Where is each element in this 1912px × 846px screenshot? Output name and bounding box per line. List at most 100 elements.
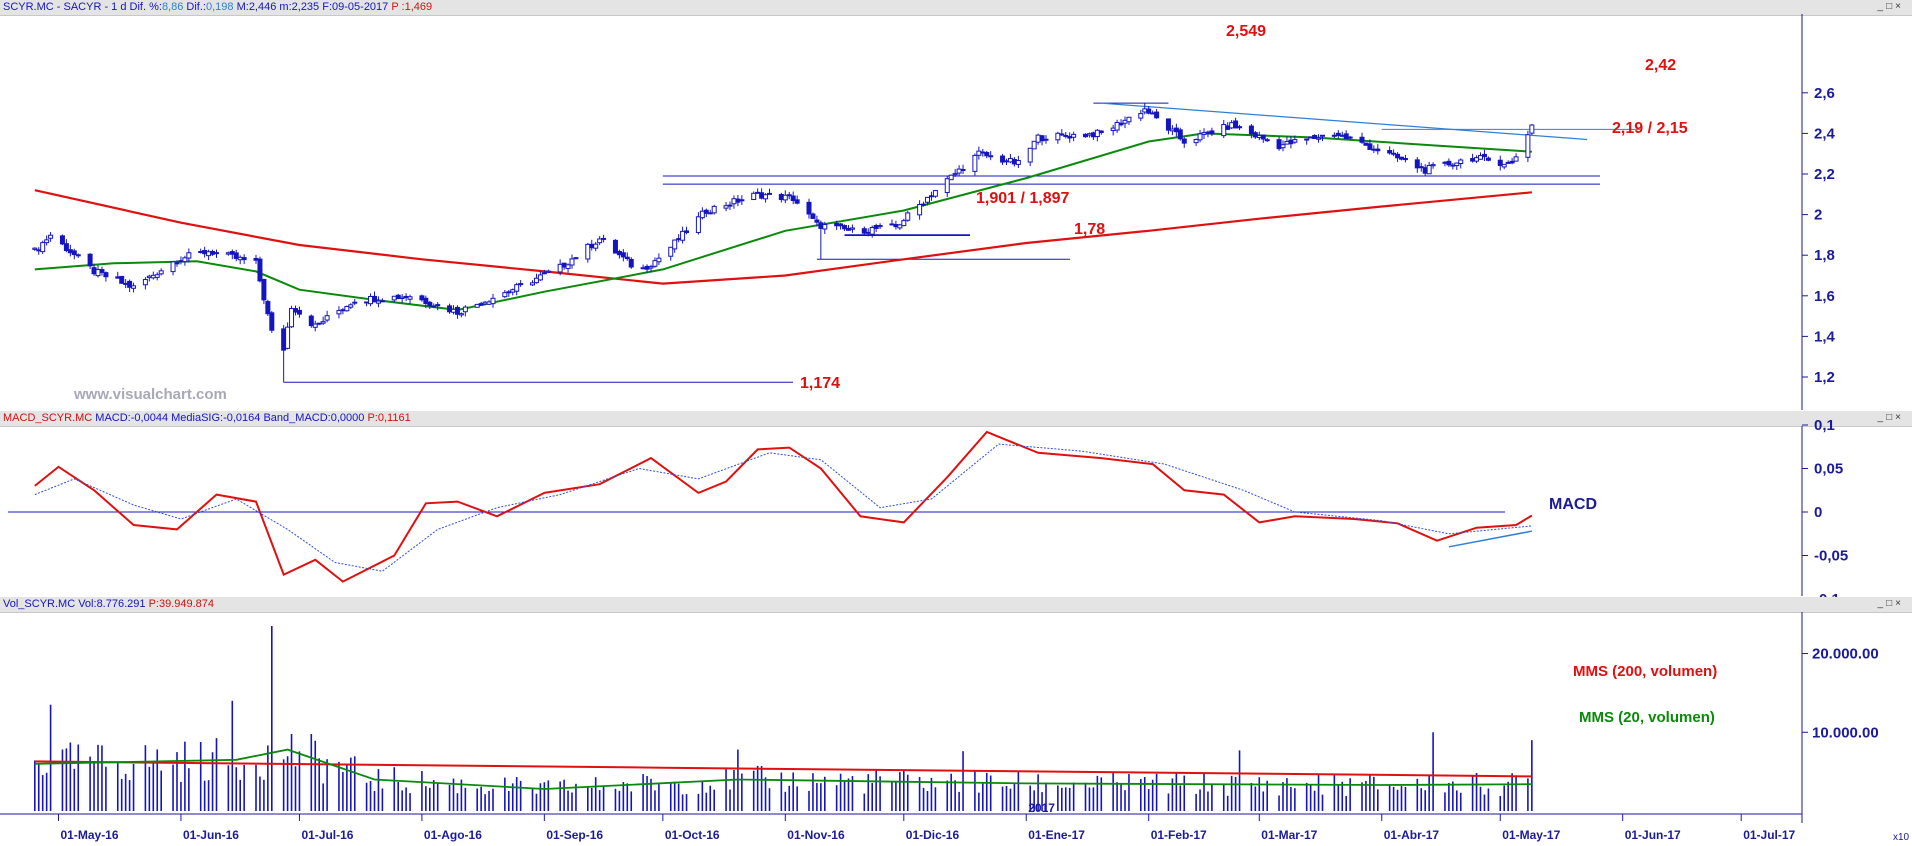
candle-body xyxy=(1118,122,1124,126)
candle-body xyxy=(889,223,895,226)
stat-label: P: xyxy=(367,412,378,424)
candle-body xyxy=(344,305,350,312)
candle-body xyxy=(1146,108,1152,114)
candle-body xyxy=(237,256,243,261)
candle-body xyxy=(1280,144,1286,149)
volume-chart: 20.000.00 10.000.00 MMS (200, volumen) MMS … xyxy=(0,612,1910,843)
candle-body xyxy=(146,275,152,279)
candle-body xyxy=(767,192,772,195)
candle-body xyxy=(225,252,231,255)
candle-body xyxy=(1201,132,1207,135)
candle-body xyxy=(482,301,488,305)
macd-support-trendline xyxy=(1448,530,1532,548)
candle-body xyxy=(336,310,342,315)
candle-body xyxy=(822,224,828,230)
date-tick-label: 01-Mar-17 xyxy=(1261,828,1317,842)
candle-body xyxy=(1229,122,1235,129)
candle-body xyxy=(202,249,208,255)
candle-body xyxy=(1485,157,1491,161)
candle-body xyxy=(988,155,994,158)
candle-body xyxy=(1114,121,1120,131)
price-tick-label: 2 xyxy=(1814,207,1822,224)
candle-body xyxy=(1165,118,1171,131)
candle-body xyxy=(561,262,567,268)
candle-body xyxy=(897,224,903,229)
candle-body xyxy=(1126,116,1132,123)
candle-body xyxy=(1169,128,1175,132)
stat-value: 8,86 xyxy=(161,1,184,13)
candle-body xyxy=(1015,159,1021,165)
candle-body xyxy=(474,303,480,308)
candle-body xyxy=(142,279,148,286)
candle-body xyxy=(1252,132,1258,138)
candle-body xyxy=(727,204,733,207)
candle-body xyxy=(601,237,607,240)
candle-body xyxy=(1035,134,1041,143)
candle-body xyxy=(1525,134,1531,158)
candle-body xyxy=(324,315,330,321)
candle-body xyxy=(59,235,65,245)
pane-window-controls[interactable]: _□× xyxy=(1877,1,1904,12)
candle-body xyxy=(680,230,686,241)
candle-body xyxy=(510,289,516,293)
annotation-1901-1897: 1,901 / 1,897 xyxy=(976,190,1070,207)
volume-ma20-line xyxy=(34,748,1532,790)
candle-body xyxy=(431,305,437,308)
candle-body xyxy=(1063,134,1069,137)
candle-body xyxy=(210,250,216,255)
candle-body xyxy=(928,195,934,198)
candle-body xyxy=(948,174,954,181)
candle-body xyxy=(1513,156,1519,162)
date-tick-label: 01-Ago-16 xyxy=(424,828,482,842)
candle-body xyxy=(514,284,520,292)
candle-body xyxy=(794,199,800,204)
candle-body xyxy=(1284,140,1290,145)
stat-label: M: xyxy=(236,1,249,13)
price-header-ticker: SCYR.MC - SACYR - 1 d xyxy=(3,1,127,13)
candle-body xyxy=(391,295,397,301)
candle-body xyxy=(1446,160,1452,166)
candle-body xyxy=(490,297,496,305)
pane-window-controls[interactable]: _□× xyxy=(1877,412,1904,423)
candle-body xyxy=(241,257,247,261)
stat-label: Vol: xyxy=(78,598,97,610)
candle-body xyxy=(462,306,468,313)
candle-body xyxy=(1450,164,1456,167)
volume-header-title: Vol_SCYR.MC xyxy=(3,598,76,610)
candle-body xyxy=(1027,147,1033,163)
candle-body xyxy=(751,192,757,201)
macd-pane-header: MACD_SCYR.MC MACD:-0,0044 MediaSIG:-0,01… xyxy=(0,411,1912,427)
candle-body xyxy=(99,269,105,273)
candle-body xyxy=(1193,138,1199,144)
candle-body xyxy=(1138,113,1144,119)
candle-body xyxy=(814,219,820,223)
candle-body xyxy=(723,205,729,209)
candle-body xyxy=(63,243,69,252)
candle-body xyxy=(877,224,883,228)
candle-body xyxy=(127,280,133,288)
candle-body xyxy=(1007,157,1013,163)
date-tick-label: 01-Feb-17 xyxy=(1151,828,1207,842)
candle-body xyxy=(265,301,271,315)
candle-body xyxy=(1090,132,1096,138)
candle-body xyxy=(229,251,235,255)
candle-body xyxy=(257,258,263,282)
pane-window-controls[interactable]: _□× xyxy=(1877,598,1904,609)
candle-body xyxy=(905,212,911,221)
candle-body xyxy=(458,313,464,316)
candle-body xyxy=(1414,159,1420,169)
candle-body xyxy=(186,252,192,259)
date-tick-label: 01-Dic-16 xyxy=(906,828,960,842)
candle-body xyxy=(296,309,302,315)
stat-label: MACD: xyxy=(95,412,131,424)
volume-bars xyxy=(33,626,1533,811)
candle-body xyxy=(1308,136,1314,139)
stat-value: 0,198 xyxy=(205,1,234,13)
candle-body xyxy=(739,199,745,202)
date-tick-label: 01-Jul-16 xyxy=(301,828,353,842)
candle-body xyxy=(1347,136,1353,139)
candle-body xyxy=(1110,127,1116,132)
candle-body xyxy=(379,300,385,303)
volume-pane-header: Vol_SCYR.MC Vol:8.776.291 P:39.949.874 _… xyxy=(0,597,1912,613)
candle-body xyxy=(530,282,535,286)
